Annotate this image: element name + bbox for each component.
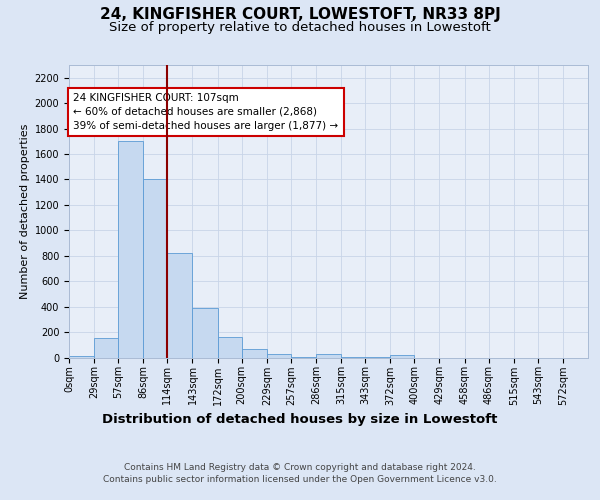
Text: Contains public sector information licensed under the Open Government Licence v3: Contains public sector information licen…	[103, 475, 497, 484]
Bar	[316, 354, 341, 358]
Text: 24 KINGFISHER COURT: 107sqm
← 60% of detached houses are smaller (2,868)
39% of : 24 KINGFISHER COURT: 107sqm ← 60% of det…	[73, 93, 338, 131]
Bar	[365, 357, 390, 358]
Text: Size of property relative to detached houses in Lowestoft: Size of property relative to detached ho…	[109, 21, 491, 34]
Bar	[390, 355, 415, 358]
Bar	[167, 252, 193, 358]
Text: Contains HM Land Registry data © Crown copyright and database right 2024.: Contains HM Land Registry data © Crown c…	[124, 462, 476, 471]
Text: 24, KINGFISHER COURT, LOWESTOFT, NR33 8PJ: 24, KINGFISHER COURT, LOWESTOFT, NR33 8P…	[100, 8, 500, 22]
Bar	[242, 349, 267, 358]
Bar	[143, 180, 167, 358]
Text: Distribution of detached houses by size in Lowestoft: Distribution of detached houses by size …	[103, 412, 497, 426]
Bar	[341, 357, 365, 358]
Bar	[267, 354, 291, 358]
Bar	[193, 308, 218, 358]
Bar	[69, 356, 94, 358]
Bar	[291, 357, 316, 358]
Bar	[94, 338, 118, 357]
Y-axis label: Number of detached properties: Number of detached properties	[20, 124, 31, 299]
Bar	[118, 142, 143, 358]
Bar	[218, 337, 242, 357]
